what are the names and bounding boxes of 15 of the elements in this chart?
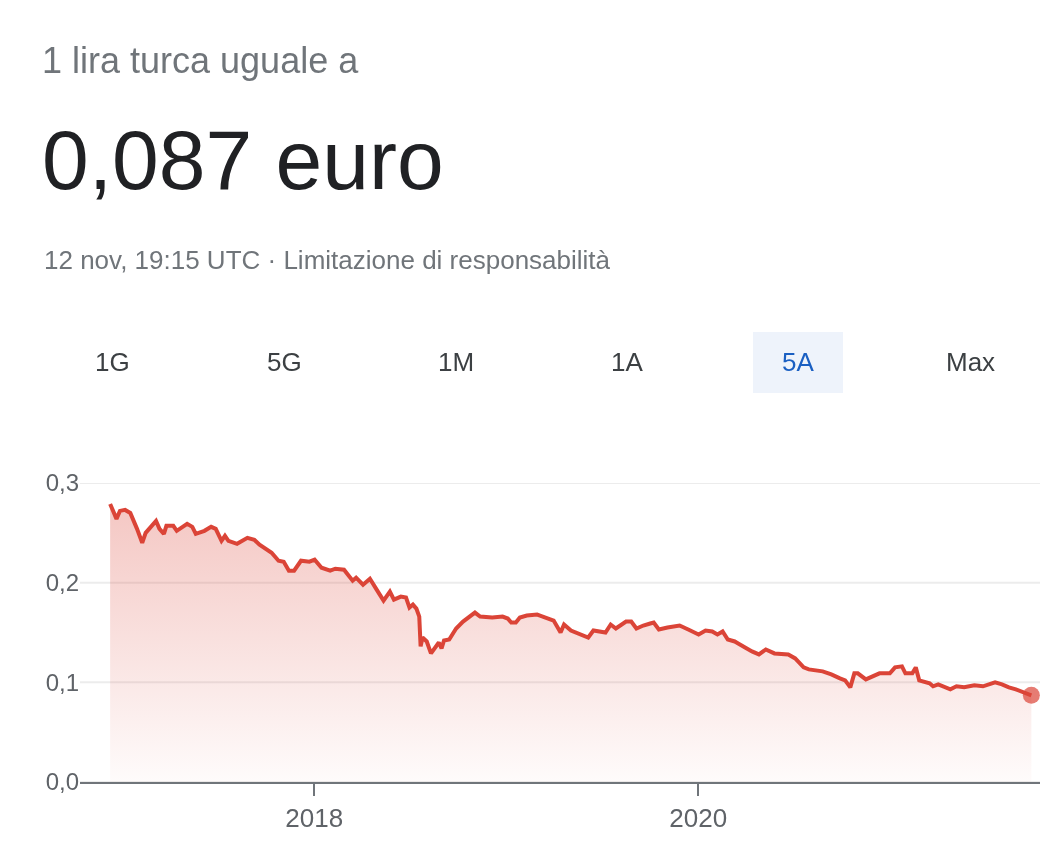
chart-subtitle: 0,087 euro (42, 113, 444, 207)
chart-title: 1 lira turca uguale a (42, 39, 360, 81)
y-tick-label: 0,3 (45, 469, 79, 497)
text: 1M (438, 347, 475, 377)
text: Max (946, 347, 996, 377)
x-tick-label: 2018 (285, 803, 344, 834)
text: 1A (611, 347, 644, 377)
text: 12 nov, 19:15 UTC · Limitazione di responsabilità (44, 245, 611, 275)
y-tick-label: 0,1 (45, 668, 79, 696)
text: 1G (95, 347, 130, 377)
text: 5A (782, 347, 815, 377)
text: 5G (267, 347, 302, 377)
y-tick-label: 0,0 (45, 768, 79, 796)
y-tick-label: 0,2 (45, 569, 79, 597)
x-tick-label: 2020 (669, 803, 728, 834)
